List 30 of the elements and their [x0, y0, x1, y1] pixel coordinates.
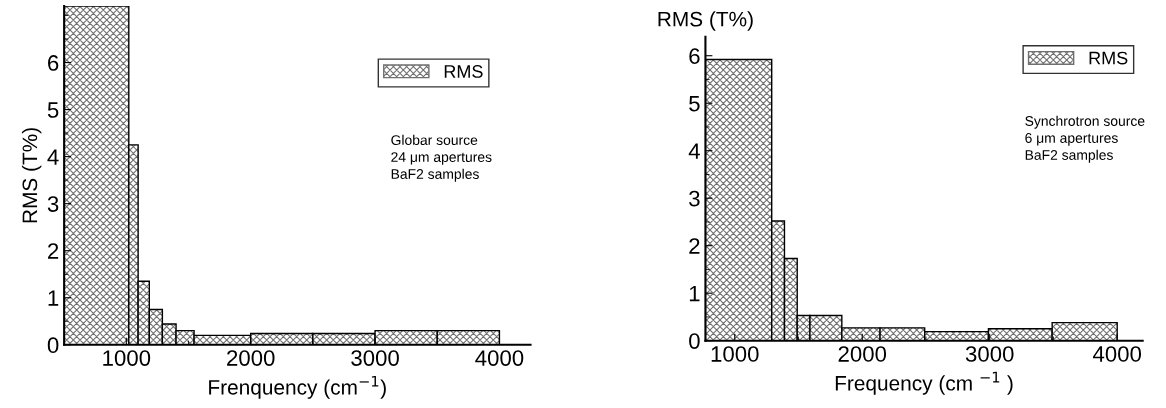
annotation: Synchrotron source 6 μm apertures BaF2 samples — [1025, 115, 1145, 163]
x-tick-label: 4000 — [1092, 346, 1142, 362]
y-tick-label: 2 — [689, 238, 700, 254]
y-tick-label: 6 — [689, 48, 700, 64]
annotation: Globar source 24 μm apertures BaF2 samples — [391, 134, 492, 182]
x-tick-label: 1000 — [103, 350, 151, 366]
y-tick-label: 2 — [48, 243, 59, 259]
x-axis-title: Frequency (cm $^{−1}$ ) — [835, 371, 1013, 395]
y-tick-label: 5 — [689, 95, 700, 112]
y-axis-title: RMS (T%) — [658, 11, 753, 31]
legend-label: RMS — [1089, 51, 1128, 65]
x-tick-label: 2000 — [227, 350, 275, 366]
legend-label: RMS — [444, 65, 483, 78]
x-tick-label: 2000 — [838, 346, 887, 362]
x-tick-label: 4000 — [475, 350, 524, 366]
y-tick-label: 3 — [47, 196, 59, 212]
y-tick-label: 6 — [48, 55, 59, 71]
y-axis-title: RMS (T%) — [21, 128, 42, 223]
y-tick-label: 4 — [47, 149, 59, 165]
y-tick-label: 1 — [689, 285, 700, 302]
y-tick-label: 3 — [689, 190, 700, 207]
x-axis-title: Frenquency (cm$^{−1}$) — [209, 375, 386, 399]
x-tick-label: 3000 — [351, 350, 399, 366]
x-tick-label: 1000 — [711, 346, 759, 362]
y-tick-label: 5 — [47, 102, 59, 118]
y-tick-label: 0 — [689, 333, 700, 349]
y-tick-label: 0 — [47, 337, 59, 354]
x-tick-label: 3000 — [965, 346, 1014, 362]
y-tick-label: 1 — [48, 290, 59, 306]
y-tick-label: 4 — [688, 143, 700, 159]
